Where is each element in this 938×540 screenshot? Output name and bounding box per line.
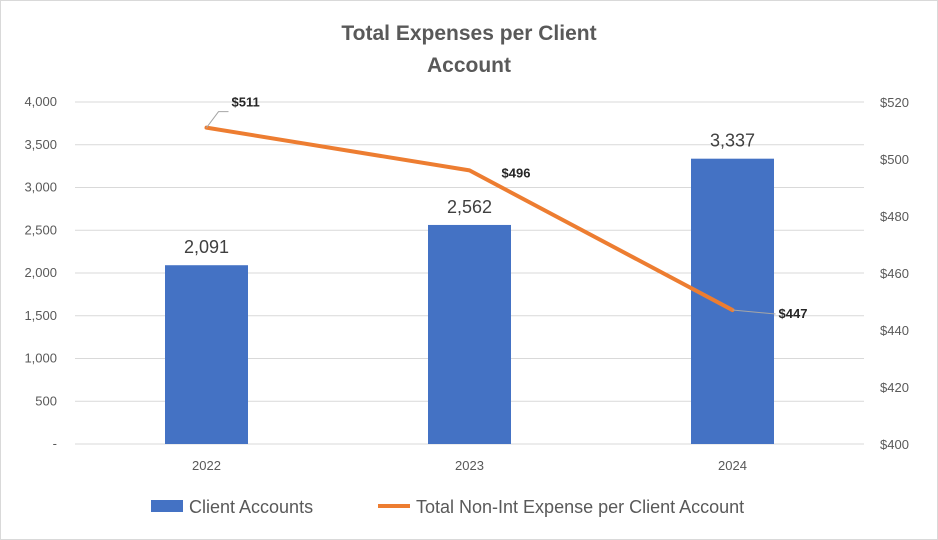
left-tick-label: 2,500 [24, 222, 57, 237]
expense-line [204, 125, 735, 313]
bar [165, 265, 248, 444]
left-tick-label: 2,000 [24, 265, 57, 280]
left-tick-label: 3,500 [24, 137, 57, 152]
leader-line [206, 111, 229, 128]
left-tick-label: 1,000 [24, 351, 57, 366]
right-tick-label: $520 [880, 95, 909, 110]
chart-title-line-1: Total Expenses per Client [341, 22, 596, 45]
bar-data-label: 2,091 [184, 237, 229, 257]
right-tick-label: $480 [880, 209, 909, 224]
left-tick-label: 500 [35, 393, 57, 408]
left-tick-label: 3,000 [24, 180, 57, 195]
line-data-label: $447 [779, 306, 808, 321]
line-data-label: $511 [232, 95, 260, 110]
left-tick-label: 4,000 [24, 94, 57, 109]
legend-swatch-client-accounts [151, 500, 183, 512]
bar-data-label: 3,337 [710, 131, 755, 151]
right-axis-ticks: $400 $420 $440 $460 $480 $500 $520 [880, 95, 909, 452]
right-tick-label: $400 [880, 437, 909, 452]
bar-series: 2,091 2,562 3,337 [165, 131, 774, 444]
left-axis-ticks: - 500 1,000 1,500 2,000 2,500 3,000 3,500 4,000 [24, 94, 57, 451]
legend-label-client-accounts: Client Accounts [189, 497, 313, 517]
chart-title-line-2: Account [427, 54, 511, 77]
bar [428, 224, 511, 444]
bar [691, 158, 774, 444]
right-tick-label: $440 [880, 323, 909, 338]
line-series: $511 $496 $447 [204, 95, 808, 321]
left-tick-label: - [53, 436, 57, 451]
right-tick-label: $460 [880, 266, 909, 281]
category-label: 2024 [718, 458, 747, 473]
legend: Client Accounts Total Non-Int Expense pe… [151, 497, 744, 517]
category-label: 2022 [192, 458, 221, 473]
legend-label-expense-per-account: Total Non-Int Expense per Client Account [416, 497, 744, 517]
line-data-label: $496 [502, 165, 531, 180]
right-tick-label: $500 [880, 152, 909, 167]
category-label: 2023 [455, 458, 484, 473]
leader-line [732, 309, 776, 315]
left-tick-label: 1,500 [24, 308, 57, 323]
category-labels: 2022 2023 2024 [192, 458, 747, 473]
right-tick-label: $420 [880, 380, 909, 395]
bar-data-label: 2,562 [447, 197, 492, 217]
